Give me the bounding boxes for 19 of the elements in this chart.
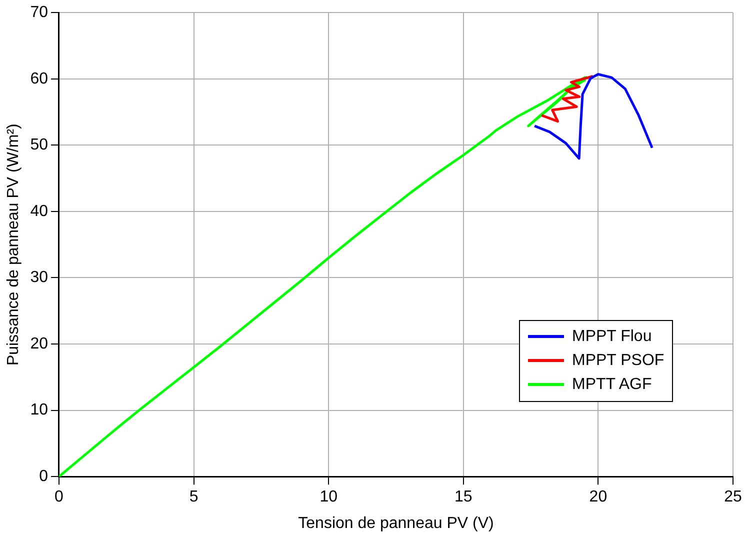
x-tick-label: 0 <box>54 488 64 506</box>
y-tick-label: 0 <box>39 468 48 486</box>
y-tick-label: 60 <box>30 70 48 88</box>
legend-label: MPPT PSOF <box>572 352 664 370</box>
y-tick-label: 70 <box>30 4 48 22</box>
x-tick-label: 20 <box>589 488 608 506</box>
x-tick-label: 15 <box>454 488 472 506</box>
y-axis-title: Puissance de panneau PV (W/m²) <box>5 124 22 366</box>
y-tick-label: 20 <box>30 335 48 352</box>
x-tick-label: 5 <box>189 488 198 506</box>
y-tick-label: 10 <box>30 402 48 419</box>
y-tick-label: 40 <box>30 202 48 220</box>
legend-label: MPPT Flou <box>572 328 652 346</box>
x-tick-label: 25 <box>724 488 742 506</box>
y-tick-label: 50 <box>30 136 48 154</box>
x-axis-title: Tension de panneau PV (V) <box>298 514 494 532</box>
legend-label: MPTT AGF <box>572 376 652 394</box>
y-tick-label: 30 <box>30 269 48 286</box>
x-tick-label: 10 <box>320 488 338 506</box>
